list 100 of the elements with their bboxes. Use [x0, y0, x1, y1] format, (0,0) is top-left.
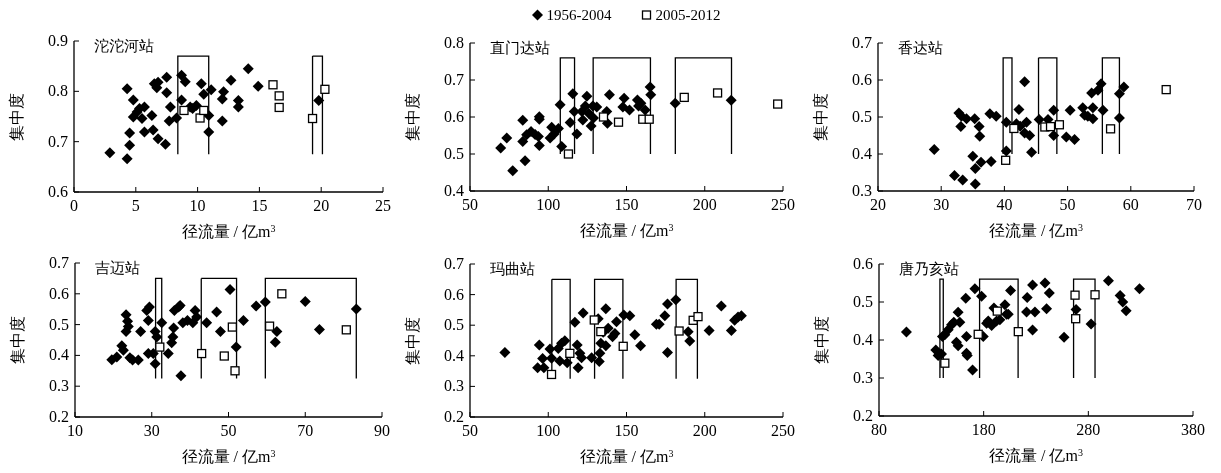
point — [159, 138, 171, 150]
point — [1021, 116, 1033, 128]
y-axis-title: 集中度 — [404, 316, 421, 365]
x-tick-label: 50 — [462, 422, 478, 439]
y-tick-label: 0.7 — [444, 255, 464, 272]
point — [242, 63, 254, 75]
x-tick-label: 10 — [189, 197, 206, 214]
point — [674, 326, 684, 336]
point — [703, 324, 715, 336]
point — [669, 97, 681, 109]
x-tick-label: 30 — [933, 196, 950, 213]
point — [225, 74, 237, 86]
chart-title: 沱沱河站 — [94, 38, 154, 54]
point — [594, 347, 606, 359]
point — [124, 139, 136, 151]
point — [274, 91, 284, 101]
point — [205, 84, 217, 96]
point — [693, 311, 703, 322]
point — [533, 139, 545, 151]
point — [1027, 279, 1039, 291]
y-tick-label: 0.4 — [444, 346, 464, 364]
point — [1054, 120, 1065, 130]
point — [1117, 296, 1129, 308]
point — [176, 69, 188, 81]
point — [175, 370, 187, 382]
point — [135, 325, 147, 337]
point — [1090, 290, 1100, 300]
point — [147, 124, 159, 136]
point — [252, 80, 264, 92]
point — [969, 162, 981, 174]
point — [537, 353, 549, 365]
point — [164, 101, 176, 113]
y-tick-label: 0.8 — [444, 34, 464, 51]
point — [1019, 76, 1031, 88]
point — [1087, 102, 1099, 114]
point — [203, 126, 215, 138]
point — [603, 89, 615, 101]
point — [161, 87, 173, 99]
x-tick-label: 80 — [871, 421, 887, 438]
y-tick-label: 0.3 — [444, 377, 464, 395]
point — [495, 142, 507, 154]
y-tick-label: 0.5 — [444, 145, 464, 162]
point — [586, 352, 598, 364]
point — [682, 326, 694, 338]
point — [554, 99, 566, 111]
point — [960, 292, 972, 304]
point — [639, 104, 651, 116]
point — [1000, 116, 1012, 128]
point — [499, 346, 511, 358]
point — [1021, 291, 1033, 303]
point — [544, 343, 556, 355]
point — [211, 306, 223, 318]
point — [237, 315, 249, 327]
point — [1134, 283, 1146, 295]
point — [1000, 145, 1012, 157]
y-tick-label: 0.5 — [853, 293, 873, 310]
y-tick-label: 0.2 — [49, 408, 69, 425]
point — [1048, 130, 1060, 141]
point — [179, 105, 189, 116]
point — [196, 348, 207, 359]
point — [999, 299, 1011, 311]
point — [546, 369, 557, 380]
point — [142, 315, 154, 327]
point — [1013, 326, 1023, 337]
point — [1118, 81, 1130, 93]
point — [1009, 123, 1019, 134]
point — [900, 326, 912, 338]
point — [598, 112, 609, 122]
point — [589, 315, 599, 325]
point — [179, 76, 191, 88]
point — [961, 331, 972, 343]
point — [517, 114, 529, 126]
point — [967, 364, 979, 376]
y-tick-label: 0.4 — [853, 331, 873, 348]
point — [264, 321, 275, 331]
point — [969, 178, 981, 190]
x-tick-label: 50 — [462, 196, 478, 213]
point — [149, 358, 161, 370]
point — [593, 356, 605, 368]
y-tick-label: 0.7 — [444, 71, 464, 88]
point — [715, 300, 727, 312]
point — [299, 296, 311, 307]
point — [1102, 275, 1114, 287]
point — [725, 94, 737, 106]
point — [967, 150, 979, 162]
point — [152, 133, 164, 145]
x-tick-label: 90 — [374, 422, 390, 439]
point — [1013, 104, 1025, 116]
point — [1113, 88, 1125, 100]
point — [198, 88, 210, 100]
point — [571, 339, 583, 351]
x-tick-label: 40 — [996, 196, 1013, 213]
point — [975, 156, 987, 168]
point — [563, 149, 574, 159]
y-tick-label: 0.3 — [853, 369, 873, 386]
point — [1071, 314, 1081, 324]
point — [618, 341, 628, 351]
y-tick-label: 0.6 — [49, 284, 69, 302]
y-tick-label: 0.7 — [852, 34, 872, 51]
point — [561, 357, 573, 369]
